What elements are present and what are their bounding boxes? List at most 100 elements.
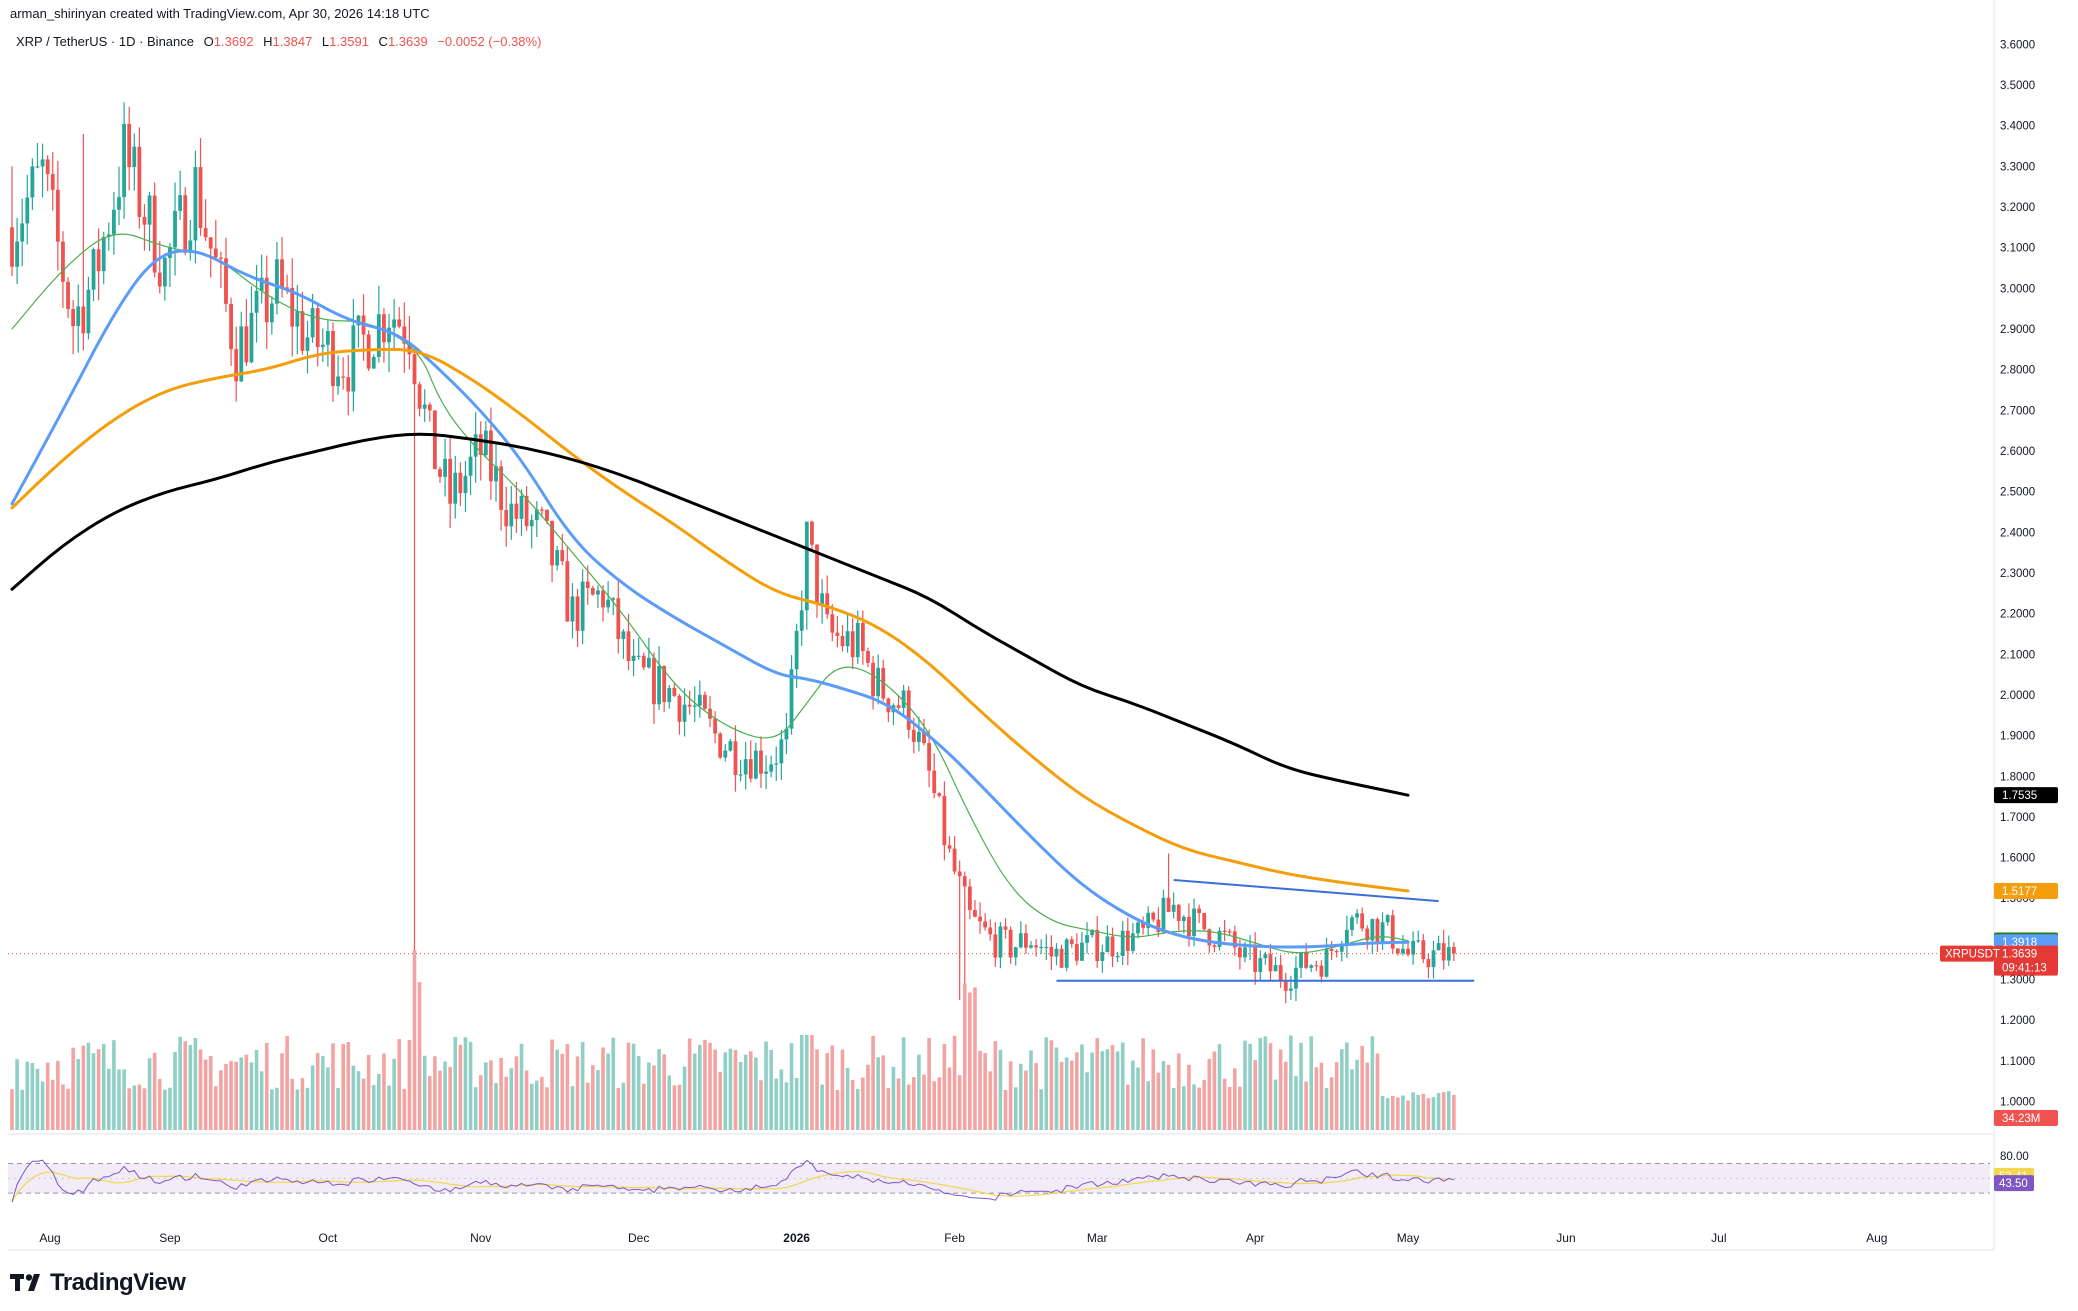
volume-bar — [636, 1055, 641, 1130]
candle-body — [269, 303, 274, 323]
volume-bar — [1146, 1081, 1150, 1130]
candle-body — [96, 249, 101, 272]
volume-bar — [585, 1082, 590, 1130]
volume-bar — [1243, 1040, 1247, 1130]
volume-bar — [652, 1065, 656, 1130]
volume-bar — [1253, 1060, 1257, 1130]
volume-bar — [448, 1067, 452, 1130]
volume-bar — [524, 1070, 529, 1130]
volume-bar — [1365, 1062, 1370, 1130]
volume-bar — [219, 1070, 223, 1130]
candle-body — [1304, 952, 1309, 968]
volume-bar — [748, 1051, 753, 1130]
symbol-legend[interactable]: XRP / TetherUS · 1D · Binance O1.3692 H1… — [16, 34, 541, 49]
candle-body — [351, 325, 356, 392]
volume-bar — [703, 1039, 707, 1130]
volume-bar — [1187, 1064, 1191, 1130]
volume-bar — [728, 1048, 733, 1130]
candle-body — [1436, 943, 1441, 951]
candle-body — [911, 729, 916, 742]
candle-body — [1222, 930, 1227, 932]
price-tag-box — [1994, 1110, 2058, 1126]
candle-body — [1232, 931, 1237, 948]
candle-body — [804, 521, 809, 611]
volume-bar — [1238, 1086, 1242, 1130]
volume-bar — [901, 1037, 906, 1130]
volume-bar — [285, 1036, 289, 1130]
time-tick-label: Aug — [1866, 1231, 1887, 1245]
volume-bar — [988, 1071, 993, 1130]
candle-body — [1054, 948, 1059, 957]
tradingview-logo-text: TradingView — [50, 1269, 186, 1296]
volume-bar — [540, 1076, 544, 1130]
candle-body — [1355, 913, 1359, 918]
volume-bar — [1283, 1061, 1288, 1130]
volume-bar — [866, 1064, 870, 1130]
candle-body — [947, 845, 952, 849]
volume-bar — [774, 1078, 779, 1130]
volume-bar — [382, 1053, 386, 1130]
volume-bar — [1151, 1049, 1156, 1130]
volume-bar — [881, 1055, 886, 1130]
candle-body — [1283, 980, 1288, 991]
candle-body — [641, 655, 646, 668]
volume-bar — [489, 1060, 493, 1130]
candle-body — [677, 695, 682, 722]
candle-body — [616, 598, 621, 639]
price-tag-value: 34.23M — [2002, 1113, 2040, 1125]
volume-bar — [876, 1057, 880, 1130]
volume-bar — [947, 1067, 952, 1130]
candle-body — [392, 319, 397, 328]
candle-body — [478, 434, 483, 456]
price-tick-label: 2.6000 — [2000, 446, 2035, 458]
candle-body — [305, 337, 310, 351]
candle-body — [494, 466, 498, 482]
volume-bar — [1446, 1091, 1451, 1130]
tradingview-logo[interactable]: TradingView — [10, 1269, 186, 1296]
candle-body — [1273, 965, 1278, 972]
volume-bar — [208, 1055, 213, 1130]
volume-bar — [96, 1049, 101, 1130]
time-tick-label: Jun — [1556, 1231, 1575, 1245]
candle-body — [896, 705, 901, 708]
volume-bar — [1289, 1035, 1293, 1130]
volume-bar — [759, 1080, 763, 1130]
volume-bar — [657, 1049, 661, 1130]
candle-body — [239, 326, 244, 382]
volume-bar — [591, 1065, 595, 1130]
candle-body — [932, 770, 937, 794]
volume-bar — [1278, 1049, 1283, 1130]
candle-body — [504, 509, 509, 527]
volume-bar — [978, 1050, 982, 1130]
volume-bar — [835, 1089, 840, 1130]
candle-body — [748, 759, 753, 779]
candle-body — [743, 759, 748, 775]
candle-body — [1161, 897, 1166, 933]
candle-body — [341, 376, 346, 378]
volume-bar — [122, 1069, 126, 1130]
candle-body — [346, 377, 351, 392]
candle-body — [448, 458, 453, 504]
candle-body — [657, 666, 661, 705]
candle-body — [937, 793, 942, 796]
volume-bar — [107, 1068, 111, 1130]
price-tag: 34.23M — [1994, 1110, 2058, 1126]
volume-bar — [871, 1035, 875, 1130]
volume-bar — [1019, 1063, 1023, 1130]
candle-body — [713, 718, 718, 734]
price-tick-label: 1.9000 — [2000, 731, 2035, 743]
candle-body — [1018, 933, 1023, 948]
volume-bar — [937, 1077, 942, 1130]
rsi-tag-box — [1994, 1175, 2034, 1192]
candle-body — [1024, 933, 1028, 948]
candle-body — [611, 598, 616, 600]
volume-bar — [427, 1075, 432, 1130]
volume-bar — [422, 1055, 427, 1130]
volume-bar — [310, 1065, 315, 1130]
price-tick-label: 3.4000 — [2000, 121, 2035, 133]
candle-body — [1034, 945, 1038, 948]
candle-body — [519, 495, 524, 519]
volume-bar — [433, 1056, 437, 1130]
candle-body — [794, 630, 799, 670]
